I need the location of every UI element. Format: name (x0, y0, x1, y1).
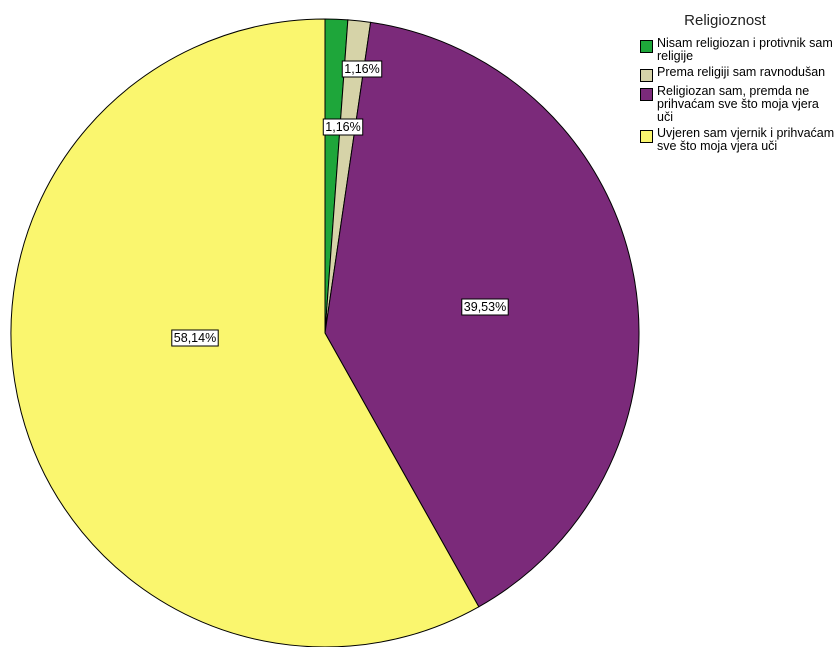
legend-item-religiozan-ne-prihvacam: Religiozan sam, premda ne prihvaćam sve … (640, 85, 835, 124)
legend-label: Prema religiji sam ravnodušan (657, 65, 826, 79)
legend-title: Religioznost (684, 12, 766, 29)
data-label-3: 58,14% (174, 331, 216, 345)
legend-item-nisam-religiozan: Nisam religiozan i protivnik sam religij… (640, 37, 835, 63)
legend-label: Nisam religiozan i protivnik sam religij… (657, 36, 833, 63)
data-label-3-box (171, 329, 219, 347)
legend-item-ravnodusan: Prema religiji sam ravnodušan (640, 66, 835, 82)
legend-swatch-green (640, 40, 653, 53)
legend: Religioznost Nisam religiozan i protivni… (640, 12, 835, 156)
legend-swatch-purple (640, 88, 653, 101)
legend-swatch-yellow (640, 130, 653, 143)
legend-label: Uvjeren sam vjernik i prihvaćam sve što … (657, 126, 835, 153)
legend-swatch-beige (640, 69, 653, 82)
legend-item-uvjeren-vjernik: Uvjeren sam vjernik i prihvaćam sve što … (640, 127, 835, 153)
data-label-extra: 1,16% (325, 120, 360, 134)
data-label-extra-box (322, 118, 364, 136)
legend-label: Religiozan sam, premda ne prihvaćam sve … (657, 84, 819, 124)
data-label-1: 1,16% (344, 62, 379, 76)
data-label-1-box (341, 60, 383, 78)
data-label-2: 39,53% (464, 300, 506, 314)
data-label-2-box (461, 298, 509, 316)
